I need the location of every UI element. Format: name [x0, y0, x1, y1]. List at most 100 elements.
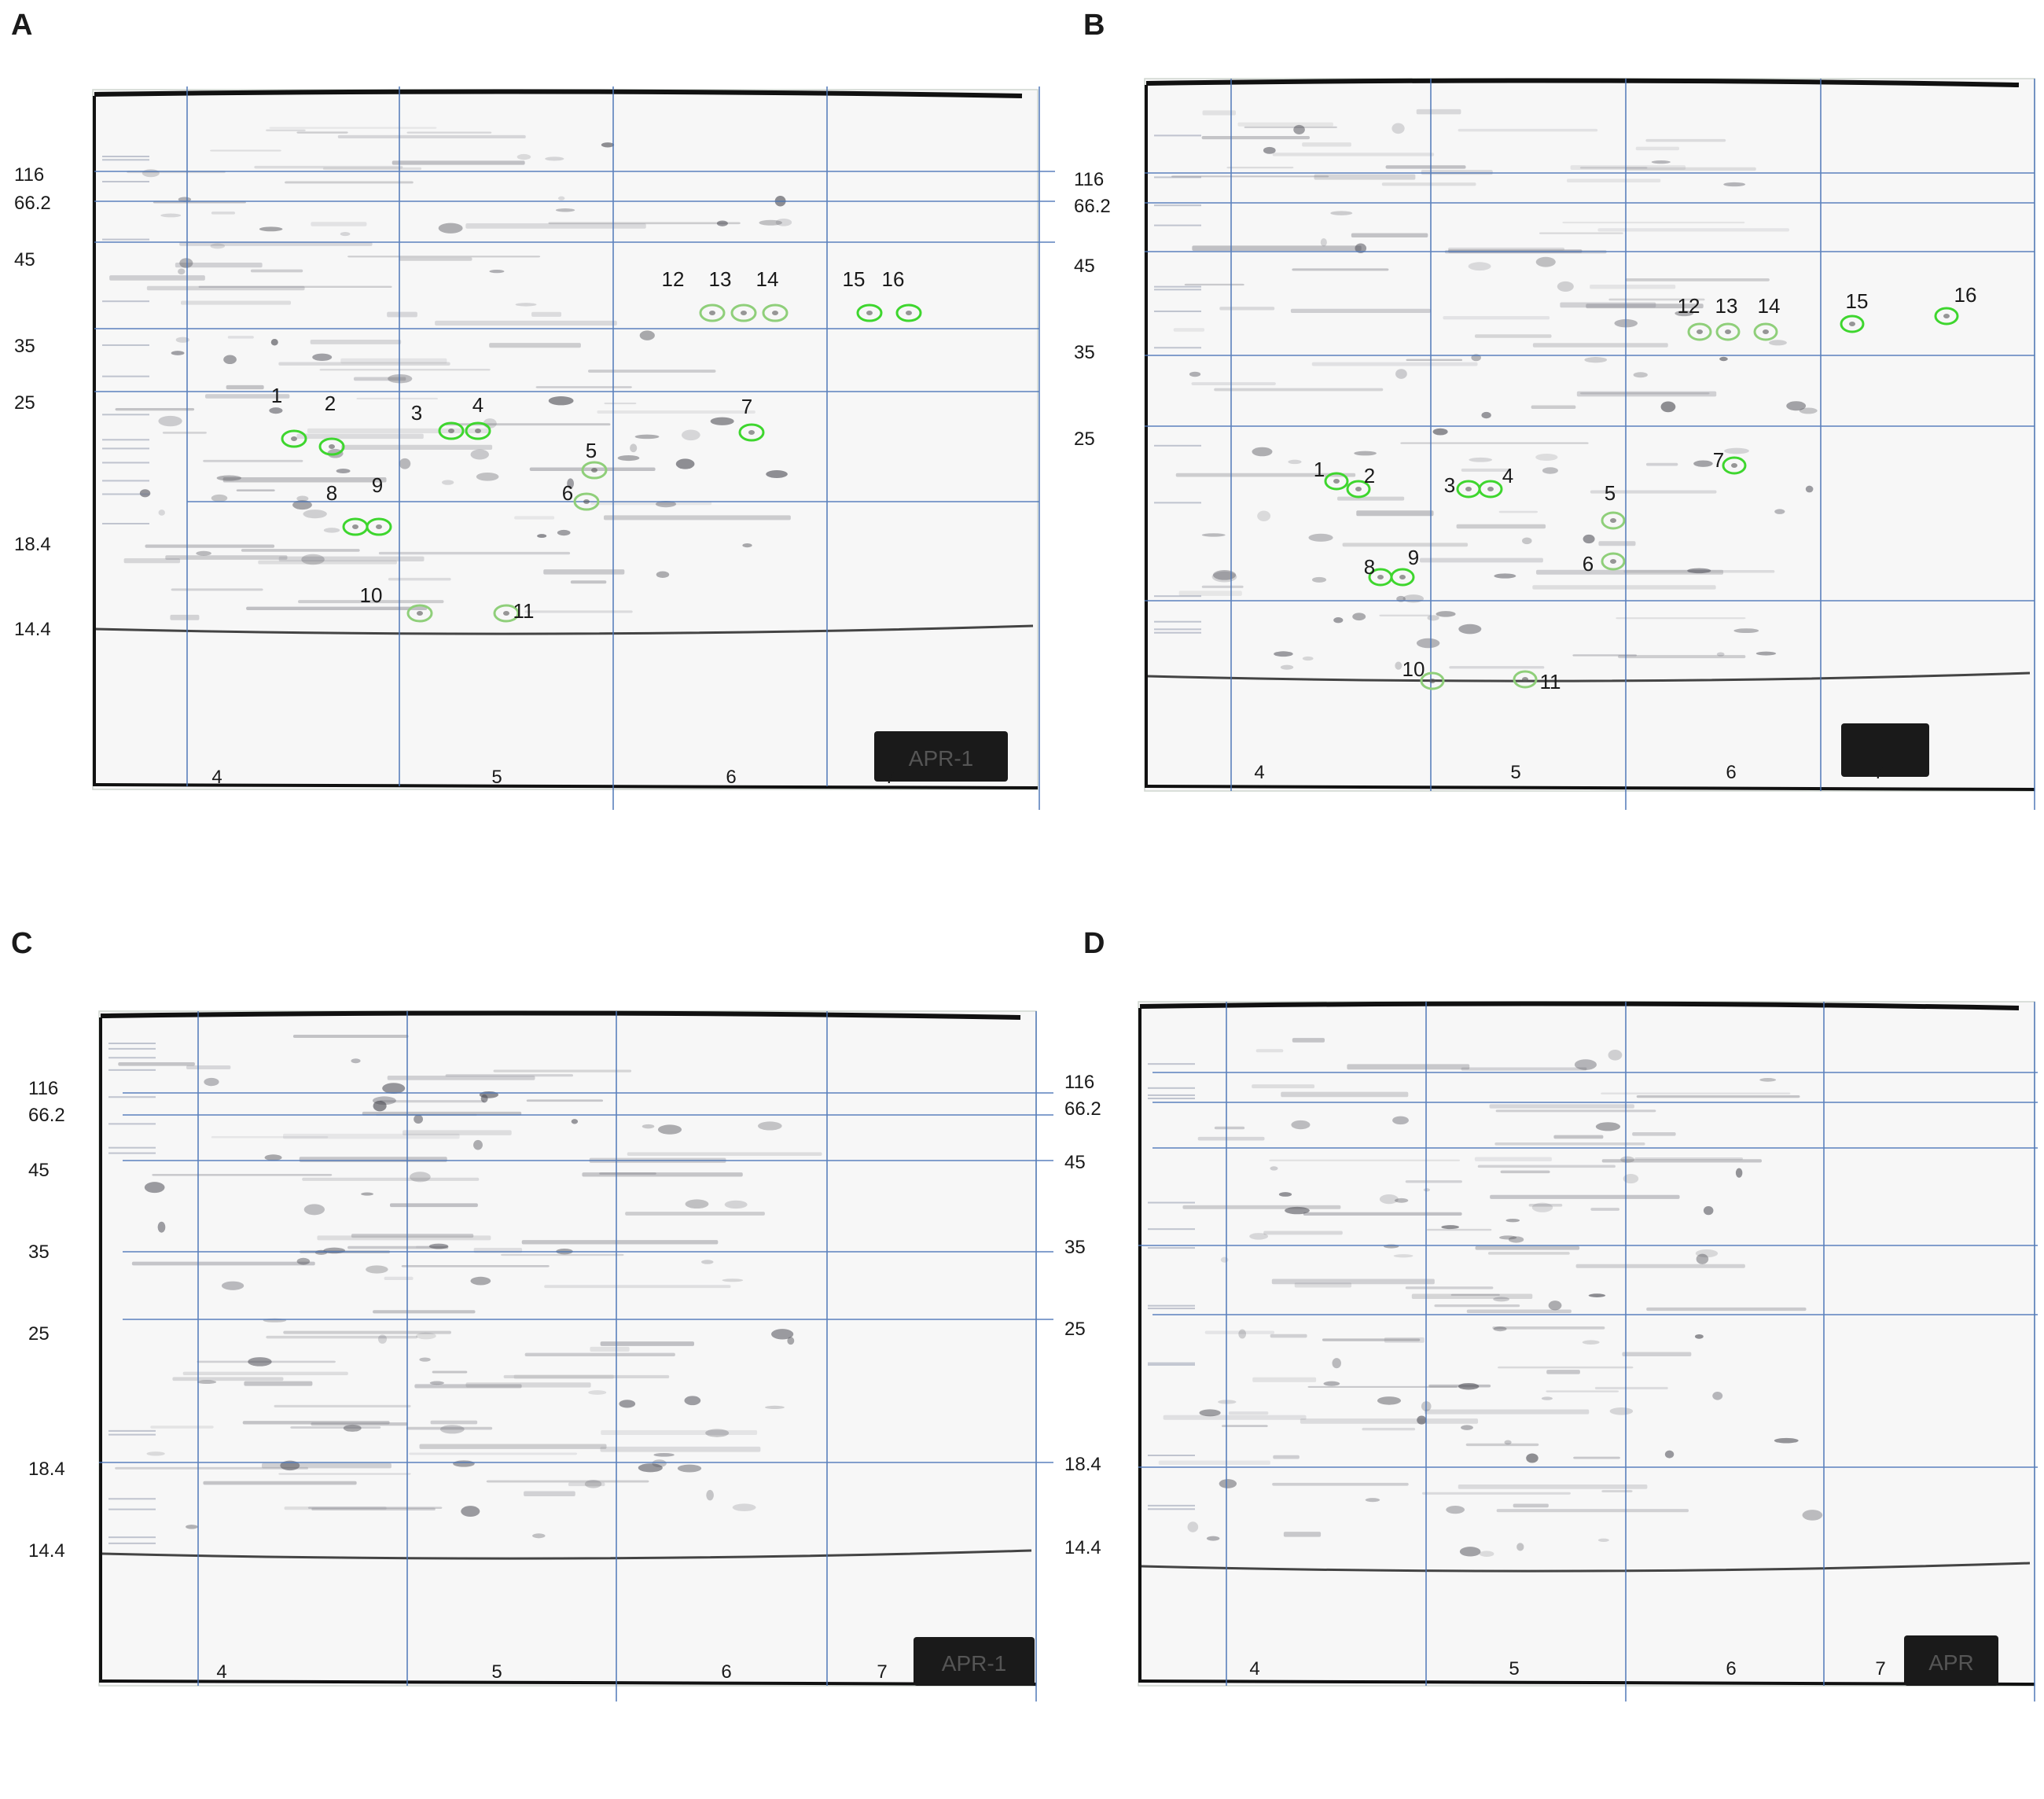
protein-streak	[387, 1075, 535, 1080]
grid-lines	[1138, 1002, 2038, 1702]
ph-label: 7	[1875, 1658, 1885, 1679]
protein-streak	[203, 1481, 357, 1485]
spot-10: 10	[360, 583, 433, 623]
protein-spot	[1633, 372, 1648, 378]
protein-streak	[1616, 617, 1746, 620]
protein-spot	[264, 1154, 282, 1161]
marker-lane	[102, 414, 149, 416]
spot-circle	[1840, 315, 1865, 333]
protein-spot	[301, 554, 325, 565]
protein-spot	[1468, 262, 1491, 271]
marker-lane	[1154, 631, 1201, 634]
protein-spot	[186, 1525, 198, 1529]
mw-label-left: 25	[28, 1323, 50, 1345]
protein-spot	[1481, 411, 1491, 419]
protein-streak	[241, 549, 360, 552]
spot-core	[1943, 314, 1950, 318]
protein-spot	[1377, 1396, 1402, 1405]
spot-circle	[573, 492, 600, 511]
protein-spot	[766, 469, 788, 479]
protein-streak	[319, 369, 491, 371]
spot-core	[591, 468, 597, 473]
marker-lane	[102, 493, 149, 495]
spot-core	[1522, 677, 1528, 682]
protein-streak	[246, 606, 428, 610]
protein-spot	[1417, 1415, 1427, 1425]
protein-spot	[1354, 451, 1377, 456]
spot-2: 2	[1346, 464, 1375, 498]
protein-spot	[1201, 533, 1226, 537]
protein-spot	[742, 543, 752, 548]
protein-streak	[1201, 135, 1311, 140]
protein-spot	[557, 196, 565, 201]
protein-streak	[419, 1444, 607, 1449]
protein-spot	[366, 1265, 388, 1274]
protein-streak	[210, 149, 281, 152]
protein-streak	[284, 1506, 387, 1510]
protein-streak	[1342, 543, 1469, 547]
protein-streak	[1411, 1293, 1533, 1299]
grid-lines	[94, 86, 1055, 810]
spot-core	[906, 311, 912, 315]
protein-spot	[656, 500, 677, 508]
spot-3: 3	[411, 401, 465, 440]
mw-label-left: 116	[14, 164, 44, 186]
spot-number: 4	[1502, 464, 1513, 487]
protein-spot	[1330, 211, 1353, 215]
protein-streak	[379, 1100, 485, 1103]
protein-spot	[1212, 570, 1237, 580]
marker-lane	[108, 1433, 156, 1436]
protein-spot	[1469, 457, 1493, 462]
protein-spot	[171, 351, 185, 355]
protein-spot	[1703, 1205, 1714, 1216]
mw-label-right: 25	[1074, 429, 1095, 450]
protein-streak	[1573, 1456, 1620, 1459]
protein-streak	[1252, 1084, 1315, 1089]
protein-streak	[1597, 228, 1789, 232]
protein-streak	[1449, 666, 1545, 669]
protein-streak	[1466, 1309, 1572, 1313]
protein-spot	[1365, 1498, 1380, 1503]
protein-spot	[1548, 1301, 1562, 1311]
protein-streak	[1322, 1338, 1421, 1341]
protein-streak	[535, 386, 632, 388]
protein-spot	[1660, 401, 1676, 413]
protein-streak	[296, 131, 348, 134]
label-tape	[874, 731, 1008, 782]
protein-streak	[170, 614, 200, 620]
protein-spot	[1597, 1538, 1609, 1542]
protein-spot	[439, 1425, 465, 1434]
protein-streak	[180, 300, 292, 305]
protein-streak	[347, 256, 541, 258]
spot-circle	[581, 461, 608, 480]
protein-spot	[1651, 160, 1671, 164]
spot-number: 13	[709, 267, 732, 291]
protein-spot	[178, 268, 186, 275]
protein-spot	[1187, 1521, 1199, 1532]
protein-streak	[1539, 232, 1623, 234]
protein-spot	[759, 219, 782, 226]
protein-streak	[1219, 307, 1275, 311]
spot-core	[1333, 479, 1340, 484]
protein-streak	[1405, 1180, 1462, 1183]
mw-label-left: 45	[28, 1160, 50, 1181]
protein-streak	[285, 181, 414, 184]
protein-spot	[1774, 509, 1785, 514]
protein-streak	[414, 1384, 522, 1389]
protein-streak	[242, 1421, 390, 1425]
gel-top-edge	[1139, 1001, 2020, 1010]
spot-number: 4	[472, 393, 483, 417]
protein-streak	[131, 1261, 315, 1266]
protein-spot	[453, 1460, 475, 1467]
protein-streak	[278, 556, 425, 561]
protein-spot	[158, 510, 165, 516]
protein-spot	[675, 458, 695, 469]
protein-streak	[1362, 1427, 1416, 1431]
protein-streak	[388, 577, 451, 581]
mw-label-left: 18.4	[14, 534, 51, 555]
spot-9: 9	[1390, 546, 1419, 587]
protein-streak	[544, 1285, 731, 1289]
protein-streak	[1379, 614, 1432, 616]
spot-11: 11	[493, 599, 535, 623]
spot-5: 5	[1601, 481, 1626, 530]
